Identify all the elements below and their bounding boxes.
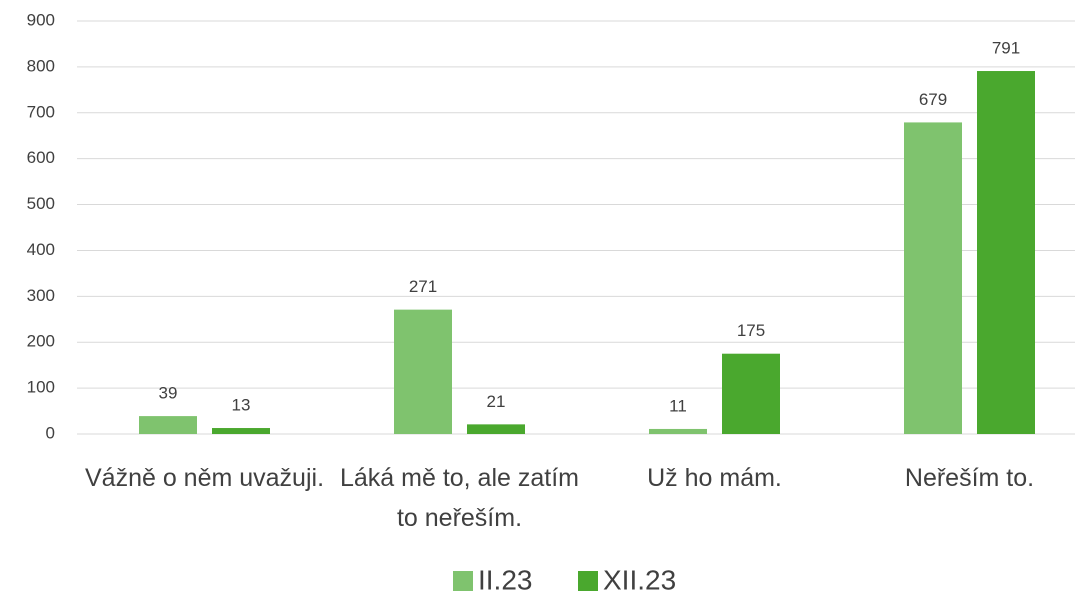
- x-tick-label: Neřeším to.: [904, 464, 1035, 492]
- y-tick-label: 500: [27, 194, 55, 213]
- data-label: 39: [159, 384, 178, 403]
- data-label: 175: [737, 321, 765, 340]
- legend-label: II.23: [478, 564, 532, 595]
- x-tick-label: Láká mě to, ale zatím to neřeším.: [339, 464, 579, 532]
- y-tick-label: 0: [46, 423, 55, 442]
- data-label: 271: [409, 277, 437, 296]
- bar: [467, 424, 525, 434]
- data-label: 11: [669, 396, 687, 415]
- bar: [394, 309, 452, 434]
- bar: [722, 353, 780, 434]
- data-label: 791: [992, 39, 1020, 58]
- bar: [139, 416, 197, 434]
- y-tick-label: 700: [27, 102, 55, 121]
- bar: [977, 71, 1035, 434]
- x-tick-label: Už ho mám.: [647, 464, 782, 492]
- y-tick-label: 800: [27, 56, 55, 75]
- bar: [649, 428, 707, 434]
- legend-label: XII.23: [603, 564, 676, 595]
- legend-swatch: [578, 571, 598, 591]
- data-label: 679: [919, 90, 947, 109]
- y-tick-label: 900: [27, 10, 55, 29]
- y-tick-label: 300: [27, 286, 55, 305]
- bar: [212, 428, 270, 434]
- bar: [904, 122, 962, 435]
- data-label: 21: [487, 392, 506, 411]
- y-tick-label: 600: [27, 148, 55, 167]
- y-tick-label: 400: [27, 240, 55, 259]
- data-label: 13: [232, 396, 251, 415]
- legend-swatch: [453, 571, 473, 591]
- y-tick-label: 200: [27, 332, 55, 351]
- y-tick-label: 100: [27, 378, 55, 397]
- x-tick-label: Vážně o něm uvažuji.: [84, 464, 325, 492]
